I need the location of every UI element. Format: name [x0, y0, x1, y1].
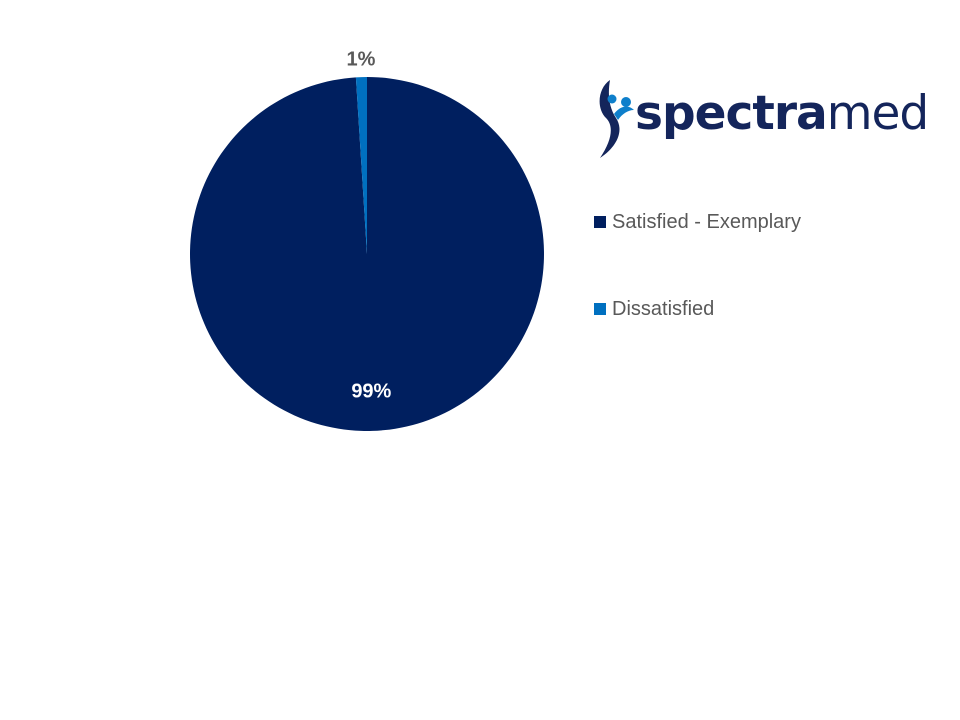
logo-text-light: med [826, 86, 930, 141]
legend-swatch-satisfied [594, 216, 606, 228]
legend-label-dissatisfied: Dissatisfied [612, 297, 715, 320]
legend-swatch-dissatisfied [594, 303, 606, 315]
legend-item-dissatisfied: Dissatisfied [594, 291, 801, 327]
spectramed-logo: spectramed [590, 74, 940, 164]
chart-legend: Satisfied - Exemplary Dissatisfied [594, 204, 801, 378]
pie-slice-satisfied [189, 77, 544, 432]
logo-wordmark: spectramed [635, 82, 930, 146]
pie-slice-dissatisfied [355, 77, 367, 254]
logo-figure-icon [599, 80, 634, 158]
data-label-dissatisfied: 1% [346, 48, 375, 70]
legend-item-satisfied: Satisfied - Exemplary [594, 204, 801, 240]
logo-text-strong: spectra [635, 86, 828, 141]
data-label-satisfied: 99% [351, 380, 391, 402]
legend-label-satisfied: Satisfied - Exemplary [612, 210, 801, 233]
